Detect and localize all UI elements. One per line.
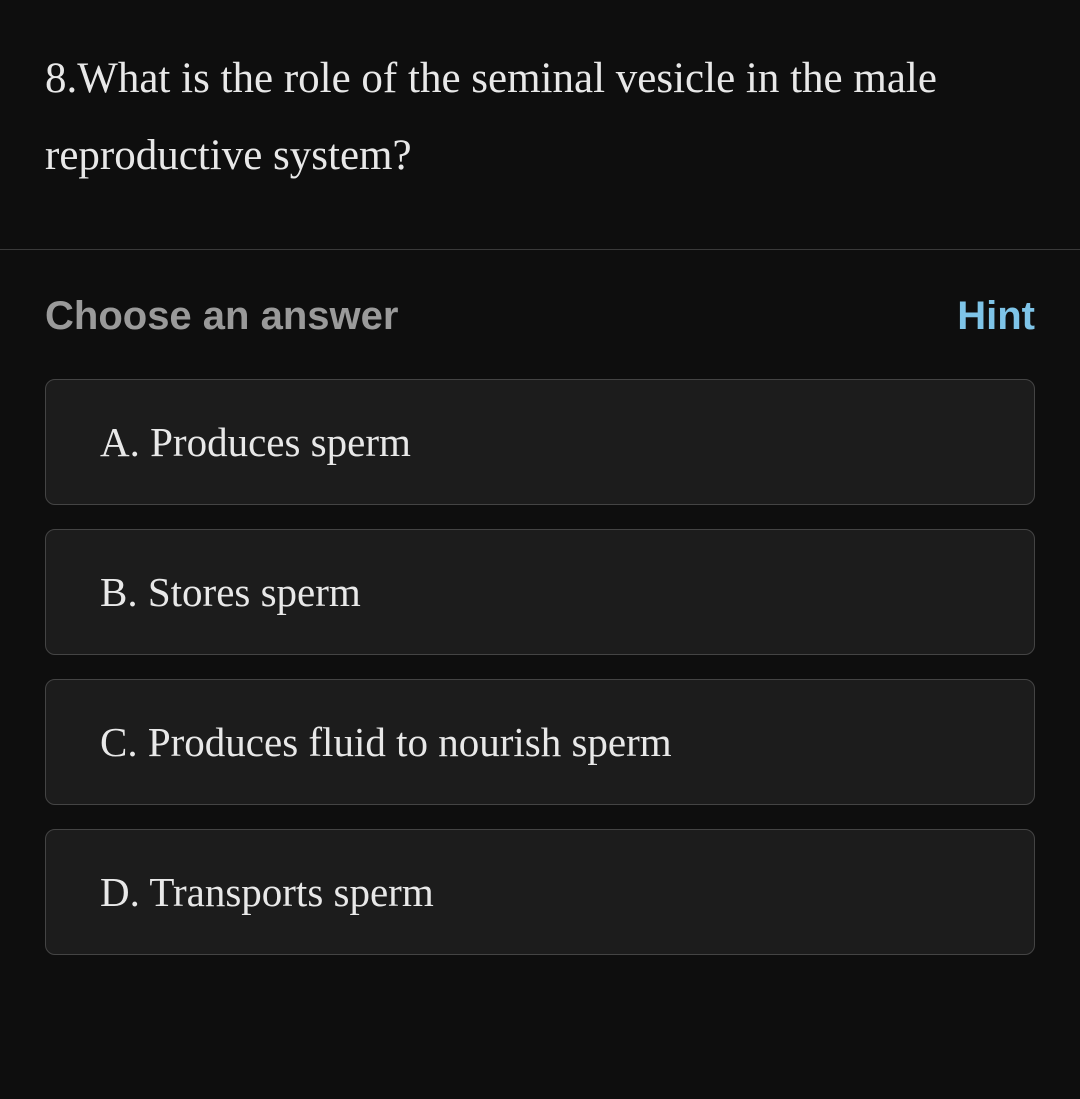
- option-d-text: D. Transports sperm: [100, 869, 434, 915]
- hint-button[interactable]: Hint: [957, 294, 1035, 339]
- option-b[interactable]: B. Stores sperm: [45, 529, 1035, 655]
- option-a-text: A. Produces sperm: [100, 419, 411, 465]
- answer-header: Choose an answer Hint: [45, 294, 1035, 339]
- option-a[interactable]: A. Produces sperm: [45, 379, 1035, 505]
- answer-block: Choose an answer Hint A. Produces sperm …: [0, 250, 1080, 955]
- option-d[interactable]: D. Transports sperm: [45, 829, 1035, 955]
- option-c-text: C. Produces fluid to nourish sperm: [100, 719, 672, 765]
- question-text: 8.What is the role of the seminal vesicl…: [45, 40, 1035, 195]
- choose-answer-label: Choose an answer: [45, 294, 398, 339]
- option-b-text: B. Stores sperm: [100, 569, 361, 615]
- option-c[interactable]: C. Produces fluid to nourish sperm: [45, 679, 1035, 805]
- options-list: A. Produces sperm B. Stores sperm C. Pro…: [45, 379, 1035, 955]
- question-block: 8.What is the role of the seminal vesicl…: [0, 0, 1080, 250]
